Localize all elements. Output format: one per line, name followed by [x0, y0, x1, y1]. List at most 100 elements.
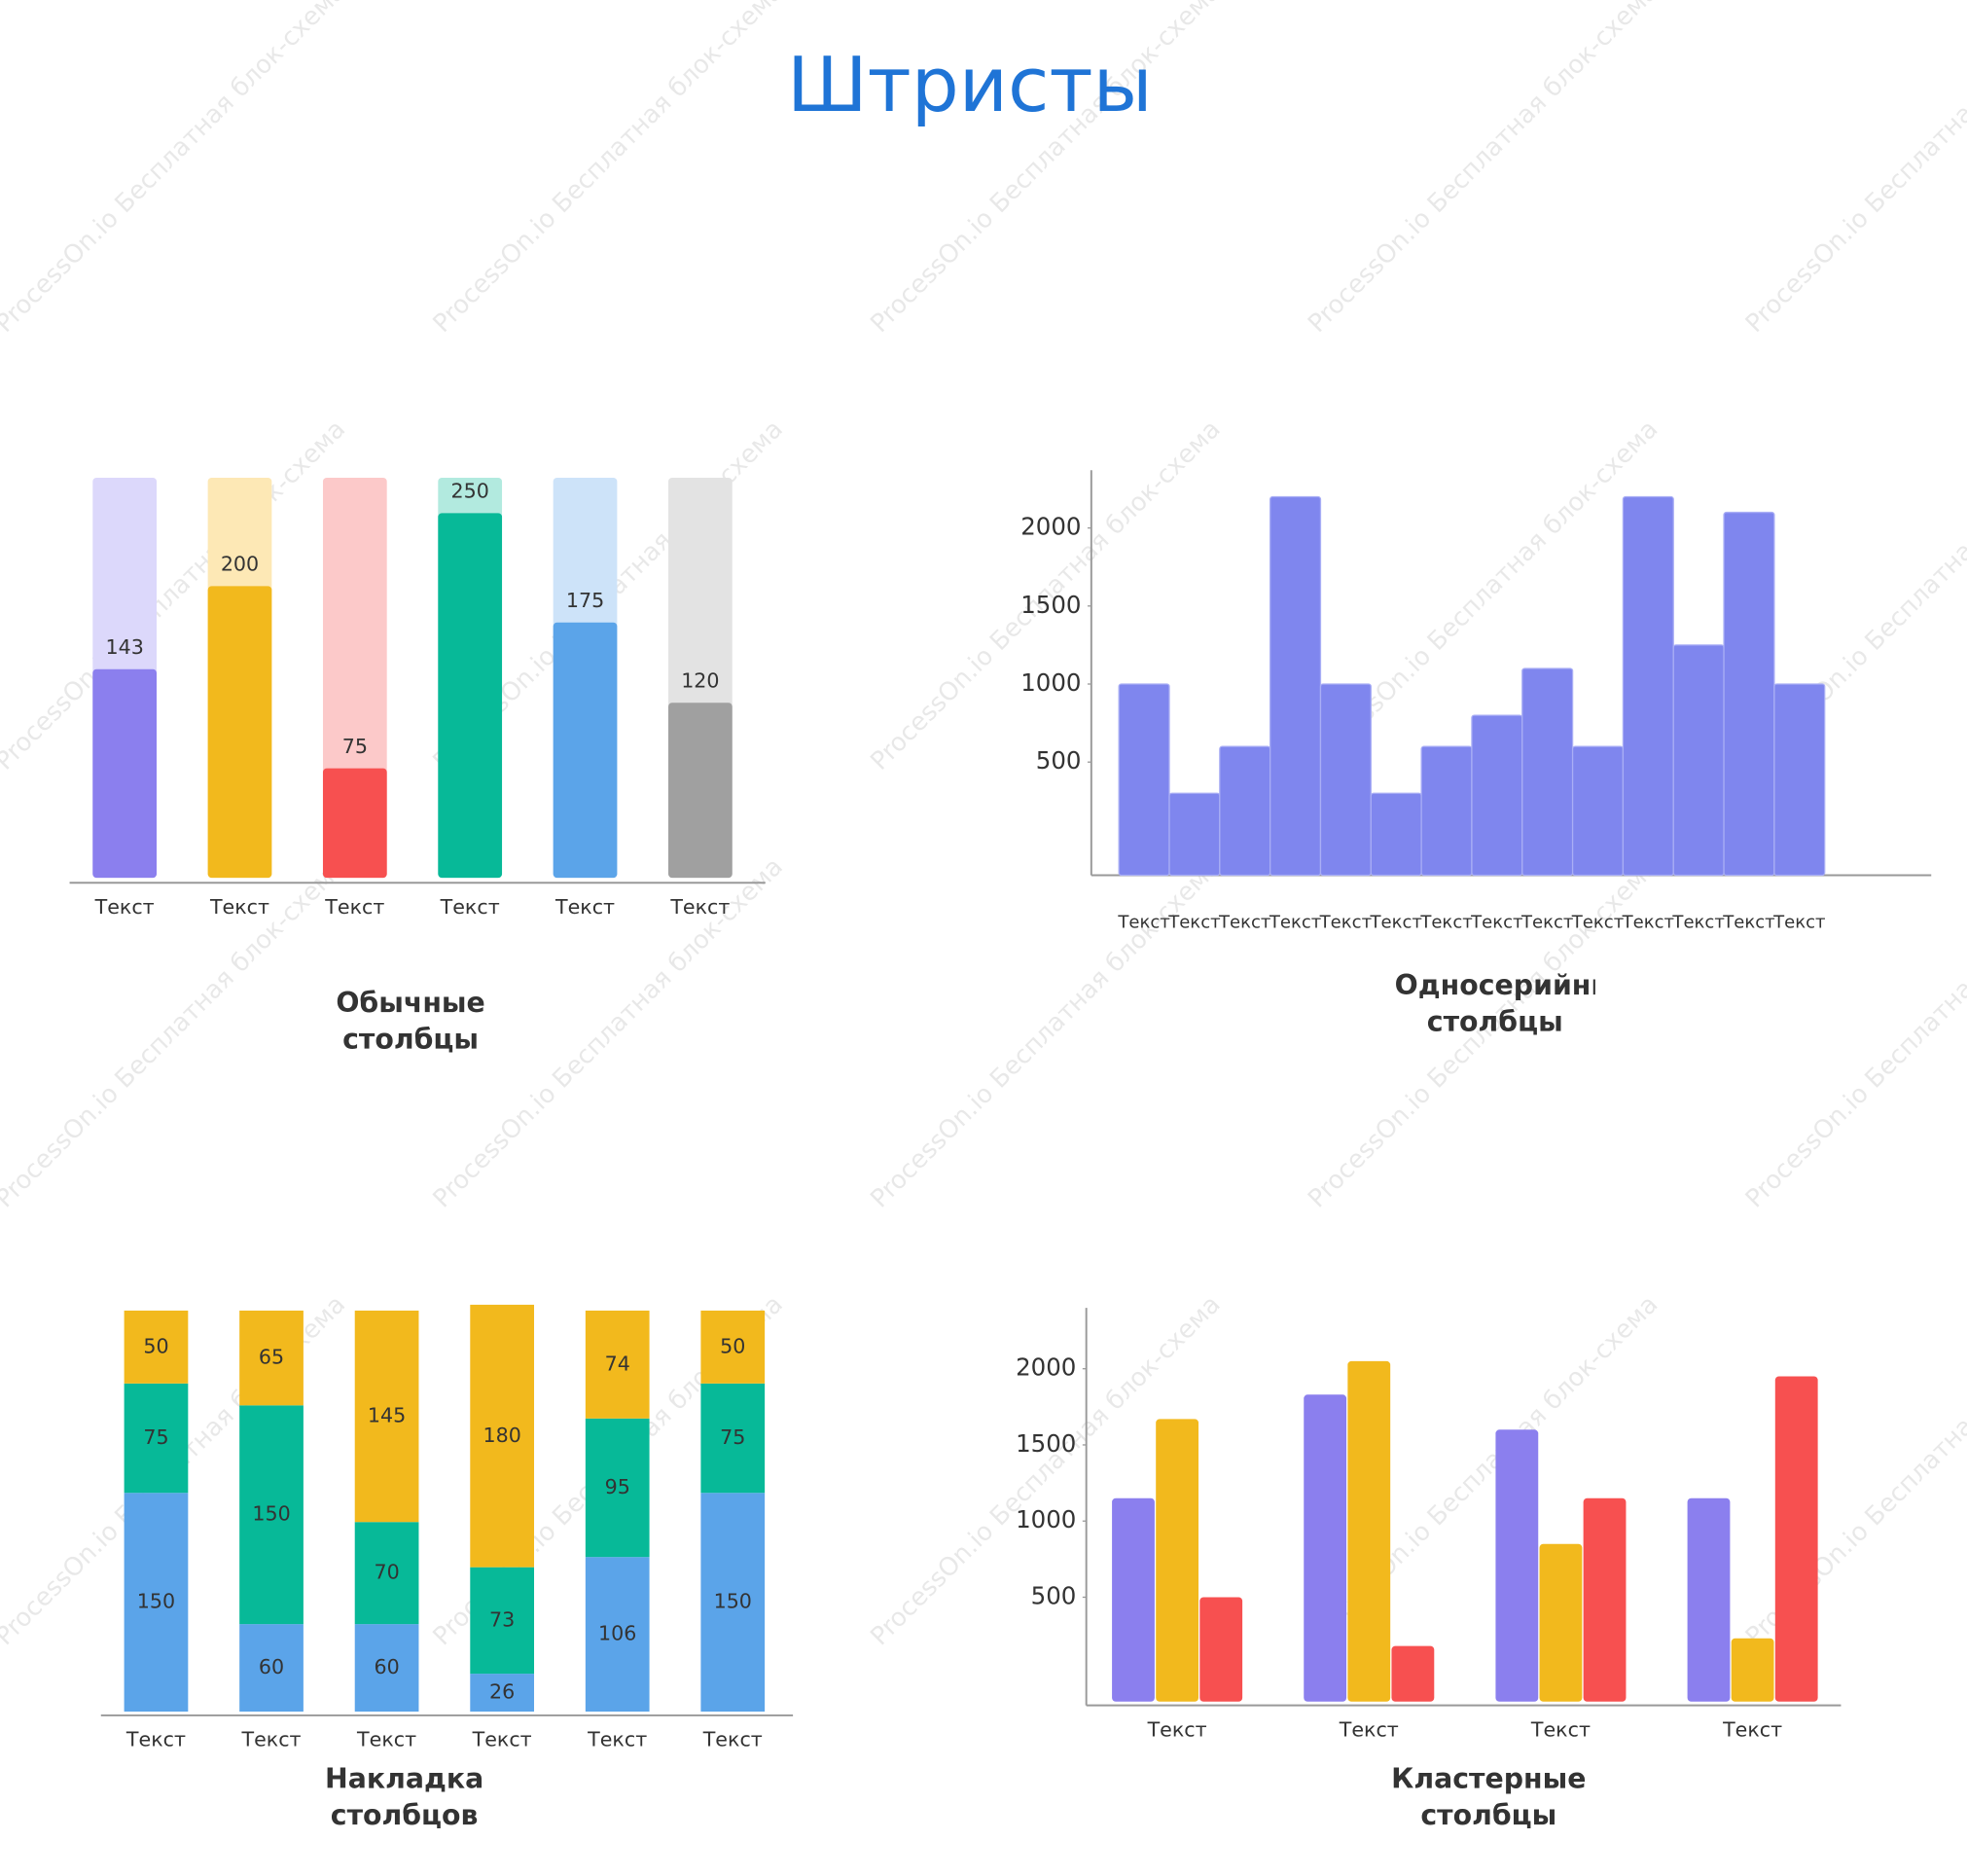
value-label: 200 — [221, 552, 259, 575]
chart-title: Кластерные столбцы — [1391, 1764, 1587, 1832]
bar-segment — [239, 1405, 304, 1625]
value-label: 75 — [143, 1425, 168, 1449]
bar — [438, 513, 503, 879]
x-tick-label: Текст — [554, 895, 615, 919]
x-tick-label: Текст — [1269, 912, 1321, 932]
bar-segment — [354, 1522, 419, 1625]
chart-title-box: Кластерные столбцы — [1391, 1764, 1587, 1832]
bar — [1583, 1497, 1627, 1702]
value-label: 120 — [681, 668, 719, 692]
bar — [553, 622, 618, 879]
bar-segment — [354, 1310, 419, 1523]
watermark: ProcessOn.io Бесплатная блок-схема — [0, 852, 351, 1213]
x-tick-label: Текст — [240, 1728, 301, 1751]
chart-title-box: Накладка столбцов — [325, 1764, 483, 1832]
value-label: 95 — [605, 1475, 630, 1498]
value-label: 70 — [374, 1561, 399, 1584]
y-tick-label: 1000 — [1016, 1505, 1076, 1533]
value-label: 73 — [489, 1607, 515, 1631]
bar — [1571, 745, 1625, 877]
bar-segment — [700, 1310, 766, 1384]
value-label: 150 — [252, 1502, 290, 1526]
value-label: 50 — [720, 1334, 745, 1357]
bar — [1156, 1419, 1199, 1702]
x-tick-label: Текст — [1520, 912, 1573, 932]
bar-segment — [700, 1493, 766, 1713]
bar — [1304, 1394, 1347, 1702]
value-label: 60 — [259, 1655, 284, 1678]
bar — [1219, 745, 1271, 877]
value-label: 180 — [483, 1424, 520, 1447]
bar-segment — [585, 1310, 650, 1419]
x-tick-label: Текст — [1622, 912, 1674, 932]
x-tick-label: Текст — [1117, 912, 1169, 932]
watermark: ProcessOn.io Бесплатная блок-схема — [427, 0, 788, 339]
bar — [207, 586, 272, 879]
bar — [1773, 683, 1826, 877]
x-tick-label: Текст — [356, 1728, 416, 1751]
x-tick-label: Текст — [94, 895, 155, 919]
x-tick-label: Текст — [209, 895, 269, 919]
bar — [1370, 792, 1422, 877]
bar-segment — [700, 1383, 766, 1494]
bar — [1319, 683, 1372, 877]
x-tick-label: Текст — [324, 895, 384, 919]
bar — [1270, 495, 1322, 877]
watermark: ProcessOn.io Бесплатная блок-схема — [1303, 0, 1663, 339]
bar — [1112, 1497, 1155, 1702]
bar-segment — [124, 1383, 189, 1494]
bar-segment — [470, 1304, 535, 1568]
x-tick-label: Текст — [1147, 1717, 1207, 1741]
x-tick-label: Текст — [1772, 912, 1825, 932]
bar — [322, 768, 387, 879]
bar — [1539, 1543, 1583, 1702]
watermark: ProcessOn.io Бесплатная блок-схема — [865, 852, 1226, 1213]
y-tick-label: 1500 — [1016, 1429, 1076, 1458]
watermark: ProcessOn.io Бесплатная блок-схема — [1740, 852, 1967, 1213]
x-tick-label: Текст — [1419, 912, 1472, 932]
value-label: 74 — [605, 1352, 630, 1375]
bar — [1723, 511, 1775, 877]
value-label: 60 — [374, 1655, 399, 1678]
value-label: 26 — [489, 1680, 515, 1704]
x-tick-label: Текст — [1470, 912, 1522, 932]
chart-title-box: Односерийные столбцы — [1394, 970, 1595, 1039]
page-title: Штристы — [787, 42, 1153, 129]
bar — [1168, 792, 1221, 877]
y-tick-label: 2000 — [1020, 513, 1081, 541]
bar — [1687, 1497, 1731, 1702]
value-label: 150 — [714, 1590, 752, 1613]
bar — [92, 668, 158, 879]
x-tick-label: Текст — [1671, 912, 1724, 932]
x-tick-label: Текст — [440, 895, 500, 919]
bar-segment — [239, 1624, 304, 1713]
bar — [1420, 745, 1473, 877]
value-label: 65 — [259, 1346, 284, 1369]
value-label: 145 — [368, 1404, 406, 1427]
value-label: 50 — [143, 1334, 168, 1357]
bar — [1622, 495, 1674, 877]
value-label: 250 — [451, 479, 489, 502]
chart-title: Односерийные столбцы — [1394, 970, 1595, 1039]
x-tick-label: Текст — [1369, 912, 1421, 932]
x-tick-label: Текст — [1339, 1717, 1399, 1741]
y-tick-label: 1000 — [1020, 668, 1081, 697]
x-tick-label: Текст — [1218, 912, 1270, 932]
watermark: ProcessOn.io Бесплатная блок-схема — [1740, 0, 1967, 339]
x-tick-label: Текст — [1722, 912, 1774, 932]
bar — [1521, 667, 1574, 877]
value-label: 75 — [342, 735, 368, 758]
bar-segment — [354, 1624, 419, 1713]
x-tick-label: Текст — [669, 895, 730, 919]
x-tick-label: Текст — [472, 1728, 532, 1751]
watermark: ProcessOn.io Бесплатная блок-схема — [0, 415, 351, 776]
bar — [1199, 1597, 1243, 1702]
y-tick-label: 1500 — [1020, 591, 1081, 619]
value-label: 75 — [720, 1425, 745, 1449]
bar-segment — [124, 1310, 189, 1384]
x-tick-label: Текст — [587, 1728, 647, 1751]
x-tick-label: Текст — [1167, 912, 1220, 932]
watermark: ProcessOn.io Бесплатная блок-схема — [0, 0, 351, 339]
y-tick-label: 2000 — [1016, 1353, 1076, 1382]
